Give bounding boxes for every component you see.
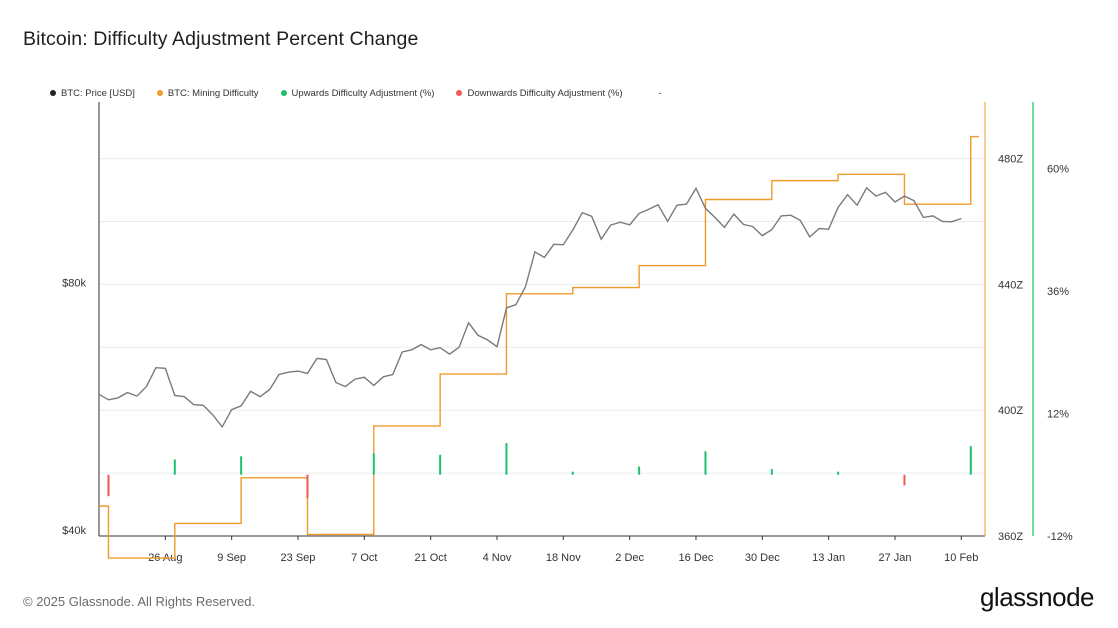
legend-label-upwards: Upwards Difficulty Adjustment (%) [291, 87, 435, 99]
x-tick-label: 27 Jan [878, 552, 911, 564]
glassnode-logo: glassnode [979, 582, 1095, 612]
upward-adjustment-bar [837, 471, 840, 475]
upward-adjustment-bar [770, 469, 773, 475]
x-tick-label: 4 Nov [483, 552, 512, 564]
downward-adjustment-bar [903, 474, 906, 486]
copyright-text: © 2025 Glassnode. All Rights Reserved. [23, 594, 256, 609]
x-tick-label: 13 Jan [812, 552, 845, 564]
x-tick-label: 10 Feb [944, 552, 978, 564]
upward-adjustment-bar [439, 454, 442, 475]
downward-adjustment-bar [306, 474, 309, 499]
x-tick-label: 16 Dec [679, 552, 714, 564]
y-difficulty-tick-label: 360Z [998, 531, 1023, 543]
chart-title: Bitcoin: Difficulty Adjustment Percent C… [23, 28, 419, 50]
x-tick-label: 30 Dec [745, 552, 780, 564]
x-tick-label: 7 Oct [351, 552, 377, 564]
y-difficulty-tick-label: 440Z [998, 279, 1023, 291]
x-tick-label: 21 Oct [414, 552, 446, 564]
price-line [98, 186, 962, 429]
upward-adjustment-bar [704, 451, 707, 475]
legend-swatch-upwards [280, 90, 287, 96]
upward-adjustment-bar [571, 471, 574, 475]
y-pct-tick-label: -12% [1047, 531, 1073, 543]
y-pct-tick-label: 12% [1047, 408, 1069, 420]
y-difficulty-tick-label: 400Z [998, 405, 1023, 417]
x-tick-label: 23 Sep [281, 552, 316, 564]
legend-item-price[interactable]: BTC: Price [USD] [50, 88, 135, 99]
upward-adjustment-bar [173, 459, 176, 475]
y-left-tick-label: $40k [62, 525, 86, 537]
legend-swatch-difficulty [156, 90, 163, 96]
legend-label-downwards: Downwards Difficulty Adjustment (%) [467, 87, 623, 99]
upward-adjustment-bar [372, 453, 375, 475]
y-pct-tick-label: 60% [1047, 163, 1069, 175]
y-difficulty-tick-label: 480Z [998, 154, 1023, 166]
difficulty-step-line [99, 135, 979, 559]
legend-item-difficulty[interactable]: BTC: Mining Difficulty [156, 87, 259, 99]
upward-adjustment-bar [638, 466, 641, 475]
legend-swatch-price [50, 90, 56, 96]
legend-item-downwards[interactable]: Downwards Difficulty Adjustment (%) [456, 87, 623, 99]
y-pct-tick-label: 36% [1047, 286, 1069, 298]
legend-label-difficulty: BTC: Mining Difficulty [167, 87, 259, 99]
upward-adjustment-bar [240, 456, 243, 475]
x-tick-label: 18 Nov [546, 552, 581, 564]
legend-extra: - [658, 87, 662, 99]
x-tick-label: 2 Dec [615, 552, 644, 564]
legend-item-upwards[interactable]: Upwards Difficulty Adjustment (%) [280, 87, 435, 99]
downward-adjustment-bar [107, 474, 110, 497]
legend-label-price: BTC: Price [USD] [61, 87, 135, 99]
legend-swatch-downwards [456, 90, 463, 96]
upward-adjustment-bar [505, 443, 508, 475]
x-tick-label: 9 Sep [217, 552, 246, 564]
y-left-tick-label: $80k [62, 278, 86, 290]
upward-adjustment-bar [969, 446, 972, 475]
legend: BTC: Price [USD] BTC: Mining Difficulty … [50, 86, 662, 100]
